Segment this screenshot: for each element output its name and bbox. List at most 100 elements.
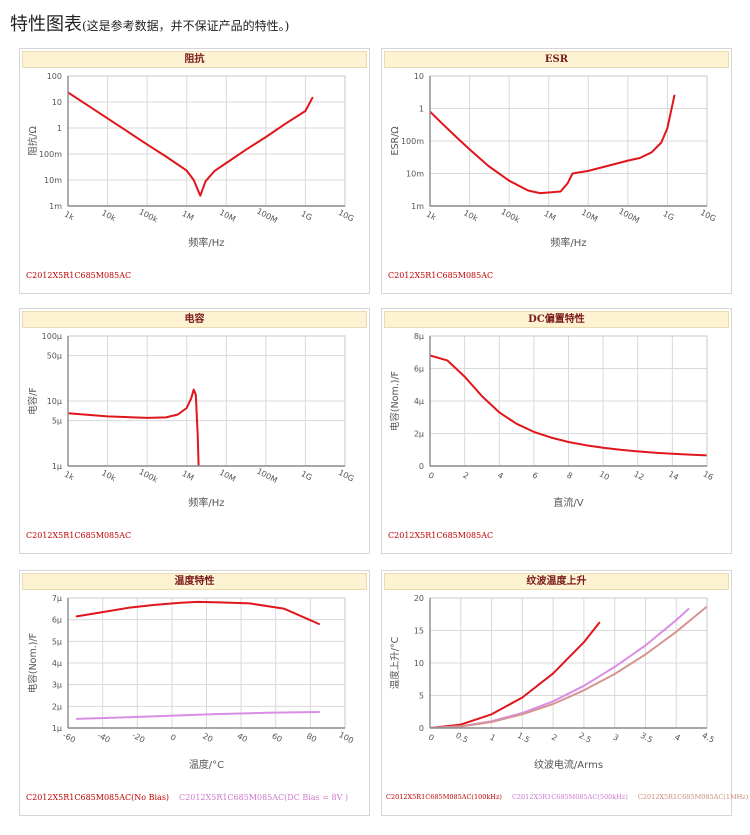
x-tick-label: 100M xyxy=(255,207,279,225)
x-axis-label: 频率/Hz xyxy=(188,236,224,249)
series-group xyxy=(430,94,676,195)
y-tick-label: 50μ xyxy=(47,352,62,361)
part-legend: C2012X5R1C685M085AC xyxy=(26,531,131,540)
x-tick-label: 100k xyxy=(137,467,159,484)
ripple-chart: 0 5 10 15 20 0 0.5 1 1.5 2 2.5 3 3.5 4 4.5 纹波电流/Arms 温度上… xyxy=(389,594,716,771)
chart-panel-esr: ESR 1m 10m 100m 1 10 1k 10k 100k 1M 10M 100M 1G 10G 频… xyxy=(381,48,732,294)
impedance-chart: 1m 10m 100m 1 10 100 1k 10k 100k 1M 10M 100M 1G 10G 频率… xyxy=(27,72,356,249)
legend-entry: C2012X5R1C685M085AC(DC Bias = 8V ) xyxy=(179,793,349,802)
x-tick-label: -20 xyxy=(131,731,147,745)
x-tick-label: 100k xyxy=(499,207,521,224)
chart-title: 纹波温度上升 xyxy=(384,573,729,590)
y-tick-label: 20 xyxy=(414,594,424,603)
x-tick-label: 4.5 xyxy=(700,731,715,745)
y-tick-label: 2μ xyxy=(52,702,62,711)
x-tick-label: 10k xyxy=(462,208,480,223)
y-tick-label: 100m xyxy=(401,137,424,146)
chart-title: 电容 xyxy=(22,311,367,328)
x-tick-label: 1M xyxy=(542,209,557,223)
part-legend: C2012X5R1C685M085AC xyxy=(388,271,493,280)
chart-panel-temperature: 温度特性 1μ 2μ 3μ 4μ 5μ 6μ 7μ -60 -40 -20 0 20 40 60 80 100… xyxy=(19,570,370,816)
x-tick-label: 4 xyxy=(673,733,682,743)
y-tick-label: 10 xyxy=(414,659,424,668)
x-tick-label: 1k xyxy=(63,210,76,223)
x-tick-label: 10M xyxy=(580,208,599,224)
series-group xyxy=(68,388,200,466)
y-tick-label: 10μ xyxy=(47,397,62,406)
y-axis-label: 电容(Nom.)/F xyxy=(27,633,39,693)
y-tick-label: 15 xyxy=(414,627,424,636)
y-axis-label: 电容/F xyxy=(27,387,39,415)
legend-entry: C2012X5R1C685M085AC(100kHz) xyxy=(386,793,502,801)
x-tick-label: 10k xyxy=(100,208,118,223)
y-tick-label: 3μ xyxy=(52,681,62,690)
y-tick-label: 0 xyxy=(419,462,424,471)
x-axis-label: 直流/V xyxy=(553,496,583,509)
capacitance-chart: 1μ 5μ 10μ 50μ 100μ 1k 10k 100k 1M 10M 100M 1G 10G 频率/… xyxy=(27,332,356,509)
chart-title: DC偏置特性 xyxy=(384,311,729,328)
series-group xyxy=(75,600,320,720)
x-tick-label: 0 xyxy=(427,471,436,481)
y-tick-label: 1m xyxy=(49,202,62,211)
x-tick-label: 12 xyxy=(632,469,645,482)
x-tick-label: 2 xyxy=(550,733,559,743)
series-group xyxy=(430,605,707,728)
y-axis-label: 电容(Nom.)/F xyxy=(389,371,401,431)
legend-entry: C2012X5R1C685M085AC(1MHz) xyxy=(637,793,749,801)
temperature-chart: 1μ 2μ 3μ 4μ 5μ 6μ 7μ -60 -40 -20 0 20 40 60 80 100 温度/°C… xyxy=(27,594,355,771)
y-tick-label: 10 xyxy=(52,98,62,107)
y-tick-label: 6μ xyxy=(414,365,424,374)
x-tick-label: 8 xyxy=(565,471,574,481)
x-tick-label: 1M xyxy=(180,209,195,223)
series-line xyxy=(430,621,601,728)
y-tick-label: 100m xyxy=(39,150,62,159)
part-legend: C2012X5R1C685M085AC xyxy=(26,271,131,280)
y-tick-label: 1m xyxy=(411,202,424,211)
series-line xyxy=(68,91,314,197)
x-tick-label: 14 xyxy=(667,469,680,482)
series-line xyxy=(75,600,320,625)
x-tick-label: 20 xyxy=(201,731,214,744)
series-line xyxy=(430,94,676,195)
part-legend: C2012X5R1C685M085AC(100kHz) C2012X5R1C685… xyxy=(386,793,748,801)
y-axis-label: 温度上升/°C xyxy=(389,636,401,689)
y-tick-label: 5μ xyxy=(52,417,62,426)
chart-title: ESR xyxy=(384,51,729,68)
part-legend: C2012X5R1C685M085AC xyxy=(388,531,493,540)
y-tick-label: 7μ xyxy=(52,594,62,603)
x-tick-label: 4 xyxy=(496,471,505,481)
x-tick-label: 80 xyxy=(305,731,318,744)
series-line xyxy=(68,388,200,466)
chart-panel-impedance: 阻抗 1m 10m 100m 1 10 100 1k 10k 100k 1M 10M 100M 1G 10… xyxy=(19,48,370,294)
series-line xyxy=(75,711,320,720)
x-tick-label: 2 xyxy=(461,471,470,481)
y-tick-label: 5 xyxy=(419,692,424,701)
legend-entry: C2012X5R1C685M085AC xyxy=(388,271,494,280)
x-tick-label: 1M xyxy=(180,469,195,483)
y-axis-label: 阻抗/Ω xyxy=(27,126,39,155)
y-tick-label: 100 xyxy=(47,72,62,81)
x-tick-label: 10G xyxy=(699,208,718,224)
page-subtitle: (这是参考数据，并不保证产品的特性。) xyxy=(82,19,290,33)
x-tick-label: -60 xyxy=(61,731,77,745)
legend-entry: C2012X5R1C685M085AC(500kHz) xyxy=(511,793,628,801)
legend-entry: C2012X5R1C685M085AC xyxy=(26,271,132,280)
y-tick-label: 10m xyxy=(44,176,62,185)
chart-panel-ripple: 纹波温度上升 0 5 10 15 20 0 0.5 1 1.5 2 2.5 3 3.5 4 4.5 纹波电流/… xyxy=(381,570,748,816)
series-line xyxy=(430,354,707,457)
y-axis-label: ESR/Ω xyxy=(390,126,401,155)
page-title: 特性图表(这是参考数据，并不保证产品的特性。) xyxy=(10,10,289,36)
chart-panel-dc-bias: DC偏置特性 0 2μ 4μ 6μ 8μ 0 2 4 6 8 10 12 14 16 直流/V 电容(Nom.… xyxy=(381,308,732,554)
x-tick-label: 1k xyxy=(425,210,438,223)
x-tick-label: 16 xyxy=(702,469,715,482)
x-tick-label: 0 xyxy=(427,733,436,743)
x-axis-label: 纹波电流/Arms xyxy=(534,758,603,771)
chart-panel-capacitance: 电容 1μ 5μ 10μ 50μ 100μ 1k 10k 100k 1M 10M 100M 1G 10G… xyxy=(19,308,370,554)
part-legend: C2012X5R1C685M085AC(No Bias) C2012X5R1C68… xyxy=(26,793,348,802)
plot-area xyxy=(68,76,345,206)
legend-entry: C2012X5R1C685M085AC xyxy=(388,531,494,540)
x-tick-label: 1G xyxy=(300,469,314,482)
x-tick-label: 10M xyxy=(218,468,237,484)
x-tick-label: 10 xyxy=(598,469,611,482)
page-title-text: 特性图表 xyxy=(10,14,82,35)
